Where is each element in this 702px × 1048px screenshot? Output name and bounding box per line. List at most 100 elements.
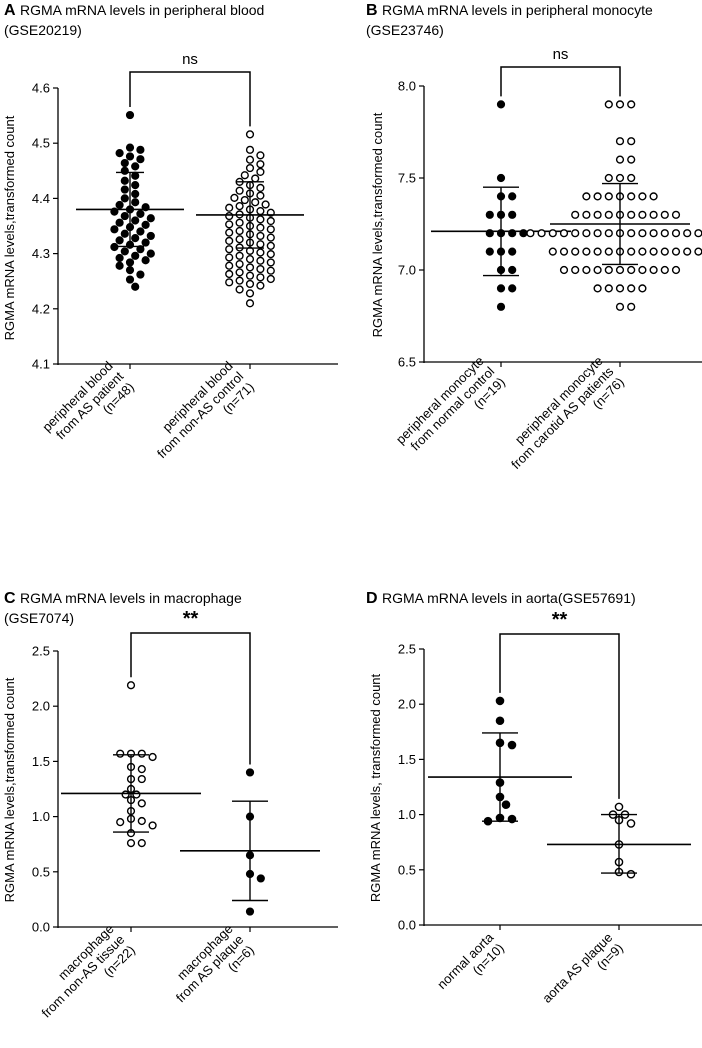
data-point — [235, 218, 244, 227]
data-point — [507, 740, 517, 750]
data-point — [137, 799, 146, 808]
data-point — [137, 765, 146, 774]
data-point — [256, 215, 265, 224]
data-point — [649, 192, 658, 201]
data-point — [638, 229, 647, 238]
data-point — [266, 225, 275, 234]
data-point — [593, 284, 602, 293]
y-axis-label: RGMA mRNA levels,transformed count — [2, 677, 17, 902]
data-point — [256, 167, 265, 177]
data-point — [683, 247, 692, 256]
data-point — [131, 234, 140, 243]
data-point — [235, 285, 244, 294]
data-point — [120, 247, 129, 256]
data-point — [245, 768, 255, 777]
y-tick-label: 7.5 — [398, 171, 416, 186]
data-point — [660, 265, 669, 275]
significance-bracket — [500, 66, 621, 97]
y-tick-label: 1.0 — [398, 807, 416, 822]
data-point — [559, 265, 569, 275]
data-point — [148, 821, 157, 830]
data-point — [571, 229, 580, 238]
data-point — [671, 229, 681, 238]
data-point — [115, 149, 124, 158]
data-point — [256, 231, 265, 241]
data-point — [266, 266, 275, 275]
data-point — [649, 265, 658, 275]
data-point — [571, 210, 580, 219]
y-tick-label: 0.5 — [398, 862, 416, 877]
data-point — [251, 198, 260, 207]
significance-label: ns — [182, 51, 198, 68]
data-point — [571, 265, 580, 275]
data-point — [604, 265, 613, 275]
data-point — [225, 269, 234, 279]
data-point — [240, 195, 249, 205]
y-tick-label: 6.5 — [398, 355, 416, 370]
data-point — [235, 226, 244, 236]
data-point — [256, 281, 265, 290]
y-tick-label: 4.3 — [32, 246, 50, 261]
data-point — [120, 194, 129, 203]
data-point — [137, 816, 146, 826]
data-point — [125, 110, 135, 120]
data-point — [256, 273, 265, 282]
data-point — [638, 192, 647, 201]
data-point — [593, 247, 602, 256]
category-label: macrophagefrom AS plaque(n=6) — [162, 921, 257, 1016]
data-point — [137, 838, 146, 848]
data-point — [115, 253, 124, 263]
data-point — [146, 231, 155, 241]
data-point — [256, 183, 265, 193]
data-point — [627, 265, 636, 275]
data-point — [508, 210, 517, 219]
data-point — [245, 255, 255, 264]
data-point — [125, 266, 135, 275]
data-point — [593, 192, 602, 201]
panel-title: RGMA mRNA levels in aorta(GSE57691) — [382, 590, 636, 606]
significance-bracket — [130, 632, 251, 765]
data-point — [225, 228, 234, 237]
data-point — [256, 223, 265, 232]
data-point — [496, 173, 506, 183]
data-point — [256, 160, 265, 169]
data-point — [235, 268, 244, 277]
significance-label: ns — [553, 46, 569, 63]
panel-c: C RGMA mRNA levels in macrophage (GSE7074)… — [2, 590, 338, 1021]
category-label: peripheral monocytefrom carotid AS patie… — [498, 353, 628, 483]
data-point — [593, 265, 602, 275]
y-tick-label: 8.0 — [398, 79, 416, 94]
data-point — [627, 210, 636, 219]
data-point — [136, 270, 145, 279]
data-point — [604, 229, 613, 238]
data-point — [131, 171, 140, 180]
significance-label: ** — [552, 609, 568, 631]
panel-subtitle: (GSE7074) — [4, 610, 74, 626]
data-point — [136, 145, 145, 154]
panel-title: RGMA mRNA levels in macrophage — [20, 590, 242, 606]
data-point — [256, 874, 265, 883]
data-point — [660, 210, 669, 219]
data-point — [225, 245, 234, 254]
data-point — [671, 210, 681, 219]
data-point — [141, 256, 150, 265]
significance-label: ** — [183, 608, 199, 630]
data-point — [225, 253, 234, 262]
data-point — [235, 251, 244, 260]
panel-d: D RGMA mRNA levels in aorta(GSE57691) RGMA… — [366, 590, 702, 1006]
data-point — [137, 749, 146, 758]
data-point — [526, 229, 535, 238]
data-point — [626, 819, 636, 828]
data-point — [131, 216, 140, 225]
data-point — [694, 247, 702, 256]
data-point — [485, 210, 494, 219]
data-point — [627, 100, 636, 109]
data-point — [125, 143, 135, 152]
data-point — [649, 229, 658, 238]
y-tick-label: 2.0 — [398, 697, 416, 712]
data-point — [235, 276, 244, 285]
data-point — [120, 185, 129, 194]
data-point — [126, 838, 136, 848]
data-point — [235, 202, 244, 211]
